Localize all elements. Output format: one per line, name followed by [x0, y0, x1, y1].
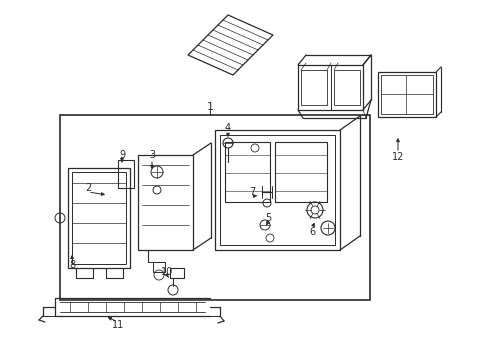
Bar: [68, 168, 130, 268]
Text: 1: 1: [206, 102, 214, 112]
Text: 10: 10: [161, 267, 173, 277]
Text: 8: 8: [69, 260, 75, 270]
Bar: [72, 172, 126, 264]
Text: 2: 2: [85, 183, 91, 193]
Text: 4: 4: [225, 123, 231, 133]
Bar: [334, 70, 360, 105]
Bar: [153, 262, 165, 272]
Bar: [118, 160, 134, 188]
Text: 3: 3: [149, 150, 155, 160]
Text: 7: 7: [249, 187, 255, 197]
Bar: [275, 142, 327, 202]
Bar: [378, 72, 436, 117]
Bar: [170, 268, 184, 278]
Bar: [220, 135, 335, 245]
Text: 5: 5: [265, 213, 271, 223]
Bar: [301, 70, 327, 105]
Bar: [225, 142, 270, 202]
Bar: [138, 155, 193, 250]
Bar: [381, 75, 433, 114]
Bar: [60, 115, 370, 300]
Bar: [215, 130, 340, 250]
Text: 9: 9: [119, 150, 125, 160]
Text: 11: 11: [112, 320, 124, 330]
Text: 6: 6: [309, 227, 315, 237]
Text: 12: 12: [392, 152, 404, 162]
